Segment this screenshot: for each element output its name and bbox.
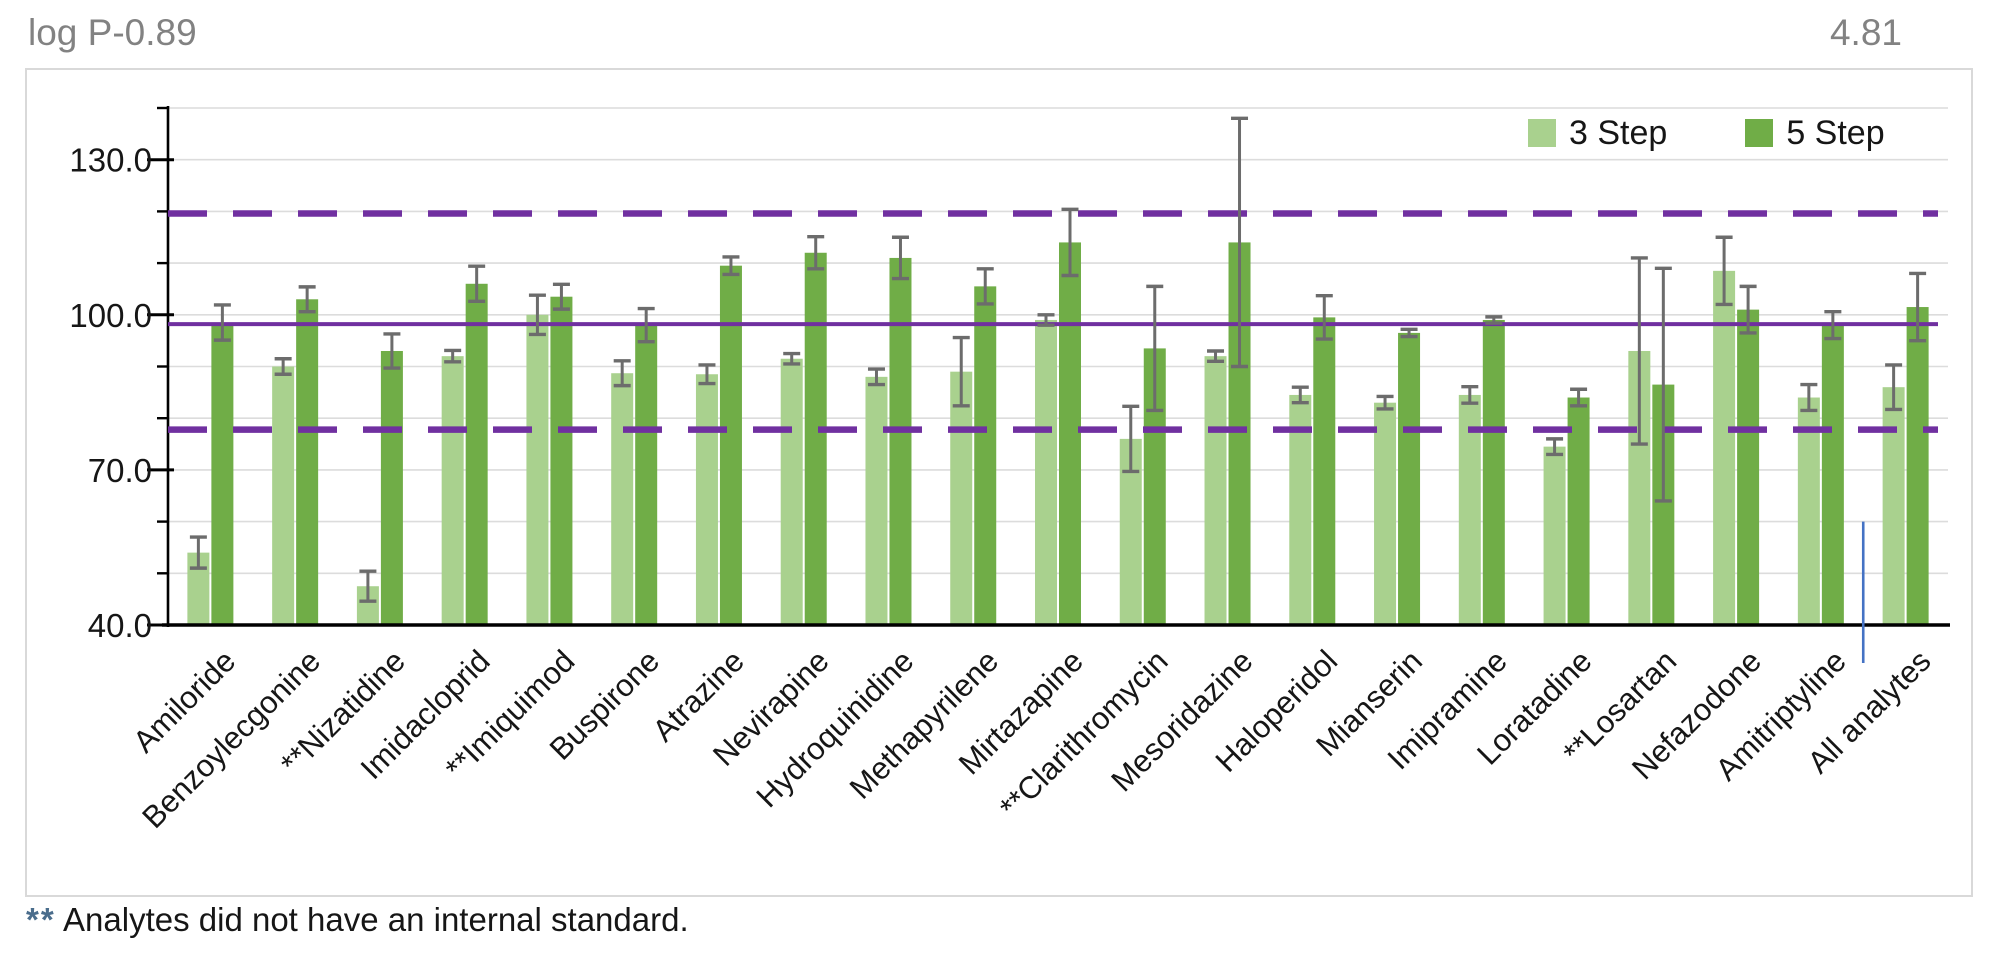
bar-3step-13 [1204,356,1227,625]
bar-5step-7 [719,265,742,625]
bar-5step-15 [1398,332,1421,625]
bar-5step-11 [1059,242,1081,626]
bar-3step-21 [1882,387,1905,625]
bar-5step-9 [889,257,912,625]
bar-3step-18 [1628,350,1651,625]
bar-5step-4 [465,283,488,625]
bar-3step-12 [1119,438,1142,625]
bar-3step-11 [1035,319,1057,625]
logp-range-max-label: 4.81 [1829,12,1902,53]
bar-5step-5 [550,296,573,625]
bar-3step-5 [526,314,549,625]
y-tick-label-130: 130.0 [69,142,152,179]
bar-5step-13 [1228,242,1251,626]
bar-3step-16 [1458,394,1481,625]
legend-swatch-5-step [1745,119,1774,147]
bar-5step-1 [211,322,234,625]
x-label-10: Methapyrilene [843,643,1005,805]
bar-5step-16 [1482,319,1505,625]
bar-5step-17 [1567,397,1590,625]
legend-label-3-step: 3 Step [1569,114,1668,152]
bar-3step-9 [865,376,888,625]
legend-item-3-step: 3 Step [1528,116,1667,150]
bar-5step-12 [1143,348,1166,625]
bar-3step-7 [695,374,718,625]
bar-5step-20 [1821,325,1844,625]
footnote: ** Analytes did not have an internal sta… [26,901,689,939]
y-tick-label-70: 70.0 [88,452,152,489]
bar-5step-2 [296,299,319,625]
bar-5step-14 [1313,317,1336,625]
bar-3step-6 [611,373,634,625]
bar-5step-8 [804,252,827,625]
bar-5step-10 [974,286,997,625]
legend-item-5-step: 5 Step [1745,114,1885,152]
bar-3step-10 [950,371,973,625]
bar-5step-21 [1906,307,1929,625]
bar-3step-20 [1797,397,1820,625]
bar-5step-3 [380,350,403,625]
legend-swatch-3-step [1528,119,1556,147]
legend-label-5-step: 5 Step [1786,114,1885,152]
y-tick-label-40: 40.0 [88,607,152,644]
bar-5step-19 [1737,309,1760,625]
y-tick-label-100: 100.0 [69,297,152,334]
footnote-asterisks: ** [26,901,56,938]
bar-3step-1 [187,552,210,625]
bar-5step-6 [635,325,658,625]
bar-3step-19 [1713,270,1736,625]
footnote-text: Analytes did not have an internal standa… [55,901,689,938]
bar-3step-2 [272,366,295,625]
logp-range-min-label: log P-0.89 [28,12,197,53]
bar-3step-4 [441,356,464,625]
bar-5step-18 [1652,384,1675,625]
bar-3step-3 [356,586,379,625]
chart-legend: 3 Step 5 Step [1528,116,1885,150]
bar-3step-14 [1289,394,1312,625]
bar-3step-15 [1374,402,1397,625]
bar-3step-17 [1543,446,1566,625]
bar-3step-8 [780,358,803,625]
